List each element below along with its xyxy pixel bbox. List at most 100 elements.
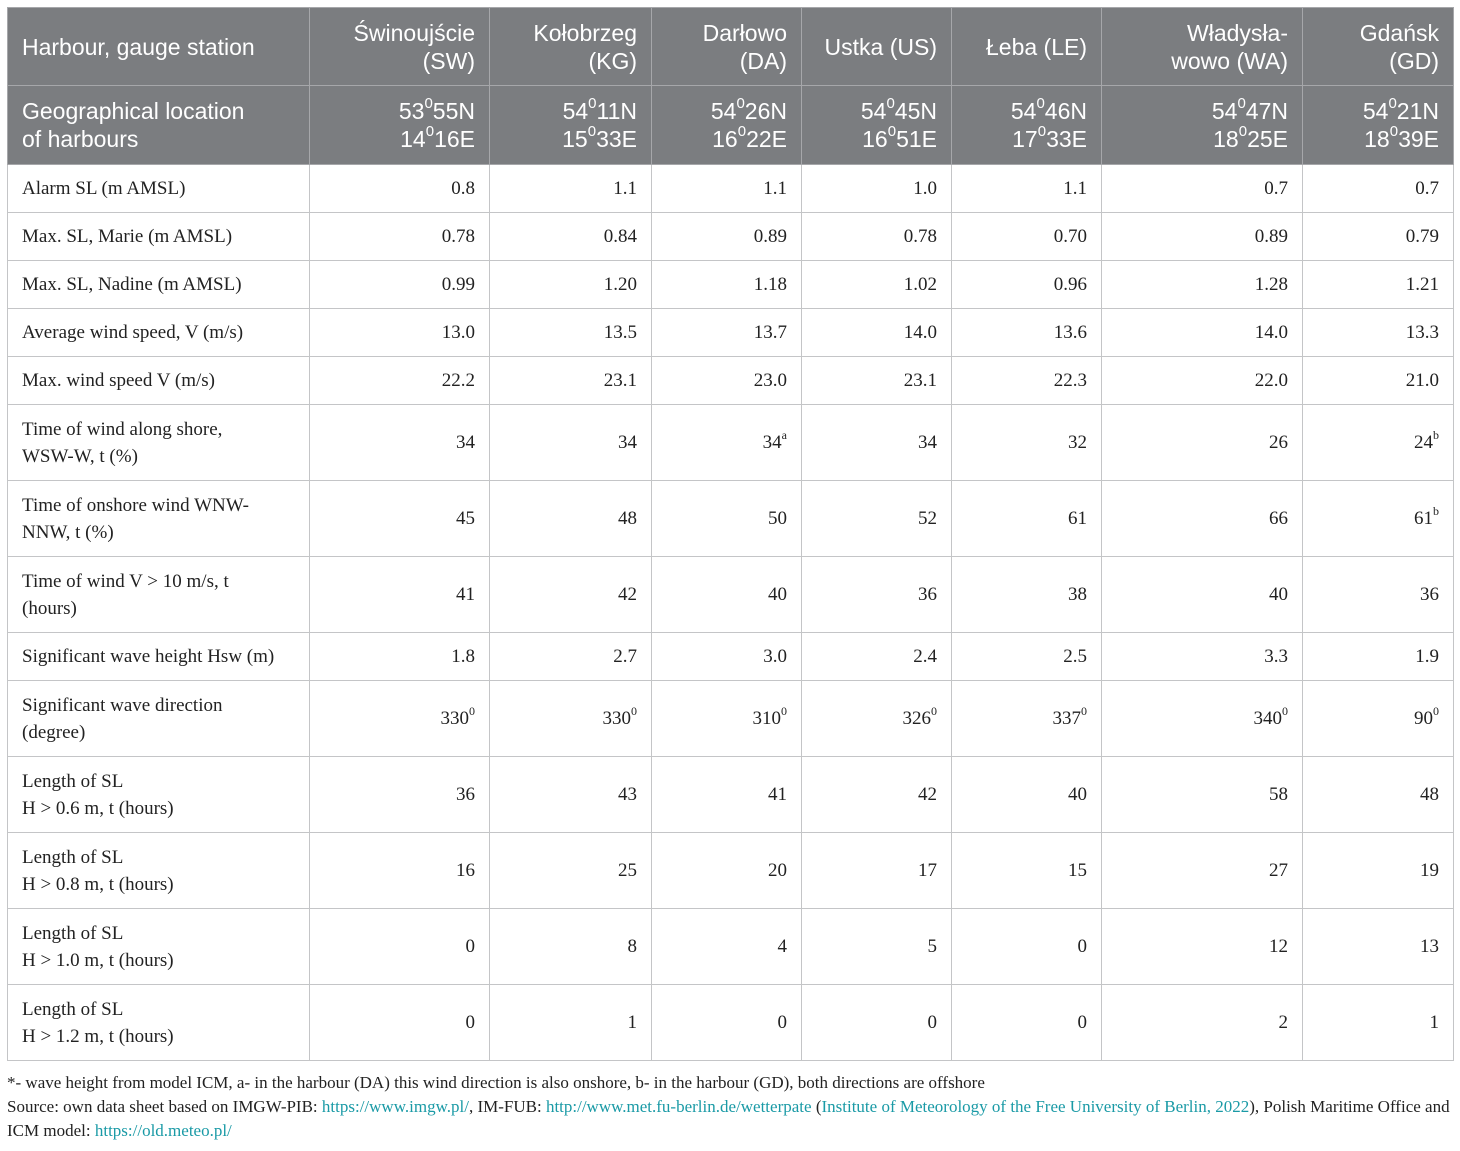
cell-value: 61 — [1414, 508, 1433, 529]
cell-value: 48 — [1420, 784, 1439, 805]
value-cell-da: 4 — [651, 908, 802, 985]
value-cell-kg: 48 — [489, 480, 652, 557]
value-cell-wa: 40 — [1101, 556, 1303, 633]
value-cell-kg: 2.7 — [489, 632, 652, 681]
row-label-line: Length of SL — [22, 770, 124, 792]
value-cell-sw: 45 — [309, 480, 490, 557]
cell-value: 0.7 — [1415, 178, 1439, 199]
cell-value: 1.1 — [613, 178, 637, 199]
icm-link[interactable]: https://old.meteo.pl/ — [94, 1121, 232, 1140]
value-cell-gd: 13 — [1302, 908, 1454, 985]
value-cell-da: 20 — [651, 832, 802, 909]
value-cell-sw: 36 — [309, 756, 490, 833]
cell-value: 0.78 — [903, 226, 937, 247]
value-cell-sw: 22.2 — [309, 356, 490, 405]
cell-value: 0.89 — [1254, 226, 1288, 247]
cell-value: 34 — [762, 432, 782, 453]
latitude-minutes: 21N — [1396, 98, 1439, 124]
cell-value: 326 — [902, 708, 932, 729]
row-label-header: Harbour, gauge station — [7, 7, 310, 86]
latitude-minutes: 46N — [1044, 98, 1087, 124]
cell-value: 1 — [1429, 1012, 1440, 1033]
value-cell-le: 1.1 — [951, 164, 1102, 213]
value-cell-le: 22.3 — [951, 356, 1102, 405]
value-cell-sw: 16 — [309, 832, 490, 909]
cell-value: 34 — [618, 432, 637, 453]
cell-value: 16 — [456, 860, 475, 881]
cell-superscript: 0 — [1282, 703, 1288, 718]
value-cell-us: 34 — [801, 404, 952, 481]
row-label-line: NNW, t (%) — [22, 521, 114, 543]
longitude-degrees: 17 — [1012, 126, 1038, 152]
geo-coord-le: 54046N 17033E — [951, 85, 1102, 165]
longitude-minutes: 33E — [1046, 126, 1087, 152]
cell-value: 15 — [1068, 860, 1087, 881]
cell-value: 1.9 — [1415, 646, 1439, 667]
value-cell-kg: 1 — [489, 984, 652, 1061]
cell-value: 310 — [752, 708, 782, 729]
value-cell-wa: 58 — [1101, 756, 1303, 833]
geo-coord-wa: 54047N 18025E — [1101, 85, 1303, 165]
cell-value: 1.20 — [603, 274, 637, 295]
value-cell-wa: 26 — [1101, 404, 1303, 481]
value-cell-da: 1.18 — [651, 260, 802, 309]
latitude-minutes: 11N — [596, 98, 638, 124]
cell-value: 24 — [1414, 432, 1433, 453]
degree-mark: 0 — [736, 95, 745, 113]
value-cell-us: 23.1 — [801, 356, 952, 405]
cell-superscript: 0 — [631, 703, 637, 718]
cell-value: 12 — [1269, 936, 1288, 957]
cell-value: 13.3 — [1405, 322, 1439, 343]
table-row: Length of SL H > 0.6 m, t (hours) 36 43 41 42… — [7, 756, 1454, 833]
cell-value: 14.0 — [903, 322, 937, 343]
value-cell-us: 42 — [801, 756, 952, 833]
station-name: Ustka (US) — [824, 33, 937, 60]
cell-value: 3.0 — [763, 646, 787, 667]
value-cell-us: 1.02 — [801, 260, 952, 309]
table-row: Time of wind V > 10 m/s, t (hours) 41 42 40 3… — [7, 556, 1454, 633]
table-row: Length of SL H > 1.2 m, t (hours) 0 1 0 0 0 2 1 — [7, 984, 1454, 1061]
cell-value: 22.0 — [1254, 370, 1288, 391]
value-cell-gd: 900 — [1302, 680, 1454, 757]
cell-value: 13 — [1420, 936, 1439, 957]
fub-link[interactable]: http://www.met.fu-berlin.de/wetterpate — [545, 1097, 812, 1116]
cell-value: 61 — [1068, 508, 1087, 529]
table-row: Time of onshore wind WNW- NNW, t (%) 45 48 5… — [7, 480, 1454, 557]
cell-value: 20 — [768, 860, 787, 881]
row-label: Time of wind V > 10 m/s, t (hours) — [7, 556, 310, 633]
row-label: Significant wave direction (degree) — [7, 680, 310, 757]
cell-value: 330 — [602, 708, 632, 729]
degree-mark: 0 — [1388, 95, 1397, 113]
longitude-degrees: 15 — [562, 126, 588, 152]
station-code: (SW) — [422, 47, 475, 74]
value-cell-le: 0 — [951, 908, 1102, 985]
value-cell-da: 40 — [651, 556, 802, 633]
imgw-link[interactable]: https://www.imgw.pl/ — [321, 1097, 469, 1116]
cell-value: 36 — [456, 784, 475, 805]
value-cell-da: 0 — [651, 984, 802, 1061]
table-notes: *- wave height from model ICM, a- in the… — [7, 1071, 1455, 1143]
harbour-data-table: Harbour, gauge station Świnoujście (SW) K… — [7, 7, 1454, 1061]
latitude-degrees: 54 — [562, 98, 589, 124]
cell-value: 41 — [456, 584, 475, 605]
degree-mark: 0 — [887, 123, 897, 141]
longitude-minutes: 39E — [1398, 126, 1439, 152]
degree-mark: 0 — [587, 123, 597, 141]
cell-value: 50 — [768, 508, 787, 529]
cell-value: 25 — [618, 860, 637, 881]
value-cell-kg: 0.84 — [489, 212, 652, 261]
longitude-minutes: 33E — [596, 126, 637, 152]
value-cell-wa: 3.3 — [1101, 632, 1303, 681]
value-cell-sw: 41 — [309, 556, 490, 633]
station-name: Władysła- — [1187, 19, 1288, 46]
row-label-line: Average wind speed, V (m/s) — [22, 322, 244, 343]
degree-mark: 0 — [886, 95, 895, 113]
cell-value: 1.1 — [1063, 178, 1087, 199]
station-header-row: Harbour, gauge station Świnoujście (SW) K… — [7, 7, 1454, 86]
value-cell-kg: 25 — [489, 832, 652, 909]
citation-link[interactable]: Institute of Meteorology of the Free Uni… — [821, 1097, 1250, 1116]
longitude-degrees: 16 — [862, 126, 888, 152]
value-cell-sw: 1.8 — [309, 632, 490, 681]
station-header-le: Łeba (LE) — [951, 7, 1102, 86]
table-row: Length of SL H > 0.8 m, t (hours) 16 25 20 17… — [7, 832, 1454, 909]
